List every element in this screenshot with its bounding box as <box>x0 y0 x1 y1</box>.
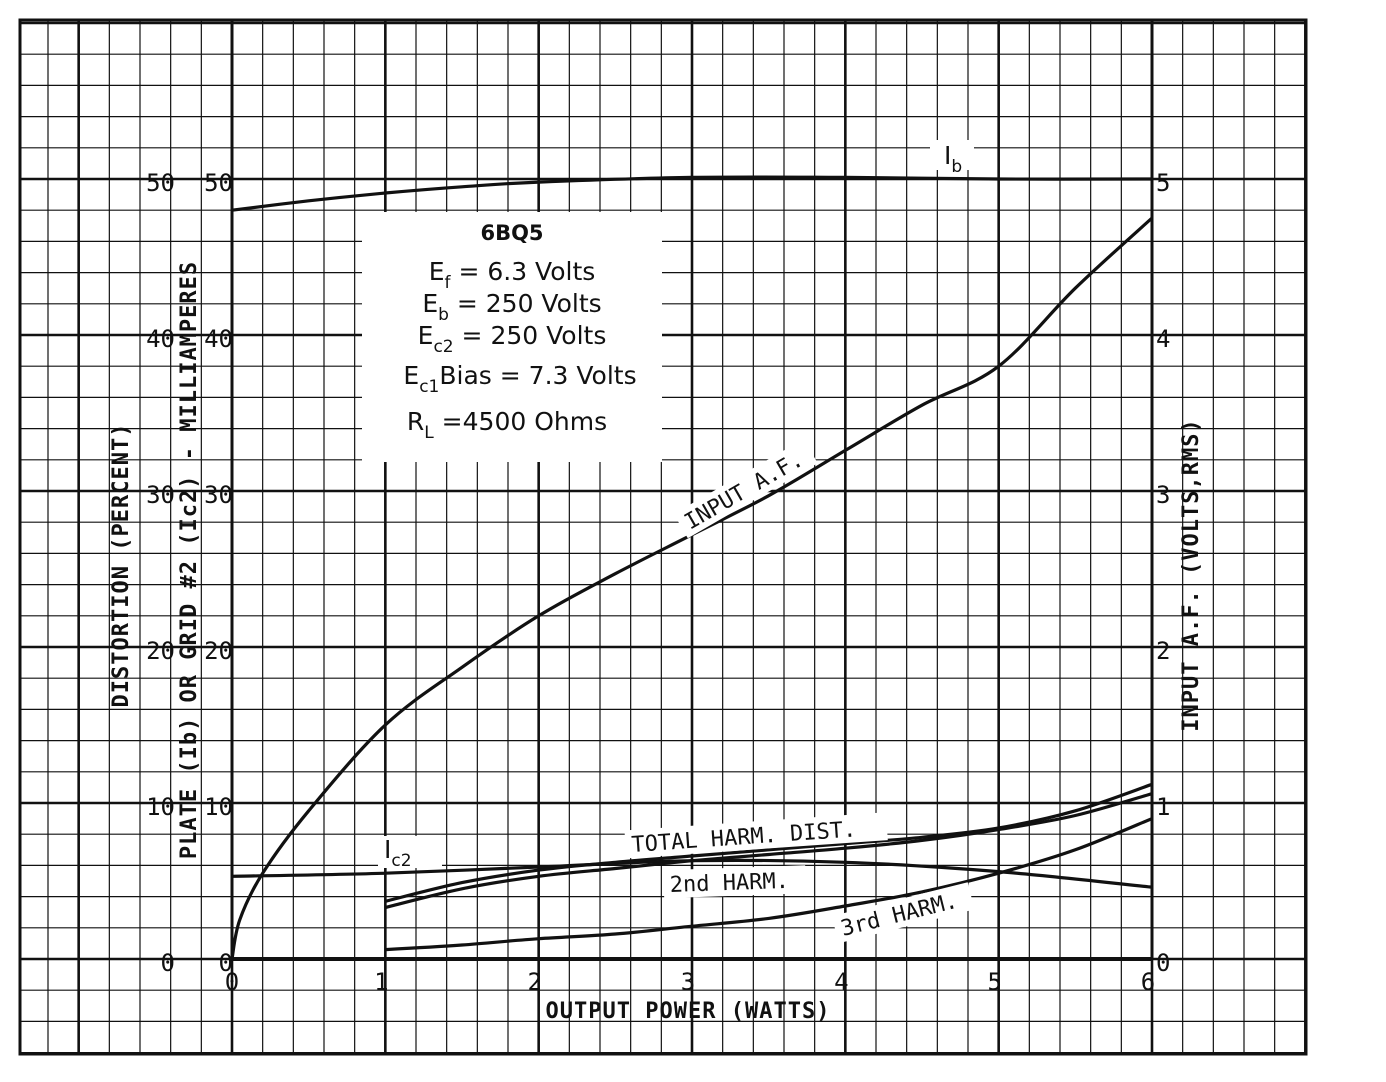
x-tick-label: 4 <box>834 968 848 996</box>
distortion-axis-title: DISTORTION (PERCENT) <box>109 423 134 708</box>
minor-grid <box>20 20 1306 1054</box>
distortion-tick-label: 50 <box>146 169 175 197</box>
input-af-label-group: INPUT A.F. <box>673 438 818 539</box>
ic2-label: Ic2 <box>384 835 412 871</box>
current-tick-label: 50 <box>204 169 233 197</box>
distortion-tick-label: 40 <box>146 325 175 353</box>
current-tick-label: 20 <box>204 637 233 665</box>
x-tick-labels: 0 1 2 3 4 5 6 <box>225 968 1155 996</box>
ib-label: Ib <box>944 141 962 177</box>
x-tick-label: 6 <box>1141 968 1155 996</box>
x-tick-label: 3 <box>681 968 695 996</box>
conditions-box <box>362 212 662 462</box>
tube-type-title: 6BQ5 <box>480 221 543 245</box>
condition-line: Ec1Bias = 7.3 Volts <box>403 361 636 397</box>
second-harm-label: 2nd HARM. <box>669 869 789 898</box>
current-tick-label: 0 <box>219 949 233 977</box>
input-af-tick-label: 2 <box>1156 637 1170 665</box>
input-af-tick-label: 3 <box>1156 481 1170 509</box>
second-harm-label-group: 2nd HARM. <box>663 865 807 899</box>
plot-border <box>18 18 1308 1056</box>
input-af-tick-label: 0 <box>1156 949 1170 977</box>
distortion-tick-label: 30 <box>146 481 175 509</box>
curve-2nd-harm <box>384 792 1153 910</box>
input-af-tick-labels: 0 1 2 3 4 5 <box>1156 169 1170 977</box>
x-axis-title: OUTPUT POWER (WATTS) <box>546 999 831 1024</box>
distortion-tick-labels: 0 10 20 30 40 50 <box>146 169 175 977</box>
x-tick-label: 2 <box>527 968 541 996</box>
distortion-tick-label: 10 <box>146 793 175 821</box>
ic2-label-backdrop <box>378 836 442 868</box>
current-tick-label: 10 <box>204 793 233 821</box>
input-af-axis-title: INPUT A.F. (VOLTS,RMS) <box>1179 418 1204 731</box>
input-af-tick-label: 4 <box>1156 325 1170 353</box>
distortion-tick-label: 20 <box>146 637 175 665</box>
ib-label-backdrop <box>930 140 974 170</box>
second-harm-label-backdrop <box>663 865 807 899</box>
curve-input-a-f <box>230 216 1154 960</box>
total-harm-dist-label-backdrop <box>624 812 888 859</box>
third-harm-label-group: 3rd HARM. <box>831 882 975 944</box>
current-axis-title: PLATE (Ib) OR GRID #2 (Ic2) - MILLIAMPER… <box>177 261 202 859</box>
current-tick-label: 30 <box>204 481 233 509</box>
condition-line: RL =4500 Ohms <box>407 407 607 443</box>
third-harm-label-backdrop <box>831 882 975 944</box>
input-af-tick-label: 1 <box>1156 793 1170 821</box>
curve-ib <box>231 175 1153 212</box>
condition-line: Ec2 = 250 Volts <box>418 321 607 357</box>
x-tick-label: 1 <box>374 968 388 996</box>
condition-line: Eb = 250 Volts <box>422 289 601 325</box>
x-tick-label: 5 <box>987 968 1001 996</box>
x-tick-label: 0 <box>225 968 239 996</box>
current-tick-label: 40 <box>204 325 233 353</box>
input-af-tick-label: 5 <box>1156 169 1170 197</box>
curve-total-harm-dist <box>384 782 1153 903</box>
input-af-label-backdrop <box>673 438 818 539</box>
current-tick-labels: 0 10 20 30 40 50 <box>204 169 233 977</box>
distortion-tick-label: 0 <box>161 949 175 977</box>
curves <box>230 175 1154 960</box>
condition-line: Ef = 6.3 Volts <box>429 257 596 293</box>
curve-3rd-harm <box>385 817 1153 952</box>
